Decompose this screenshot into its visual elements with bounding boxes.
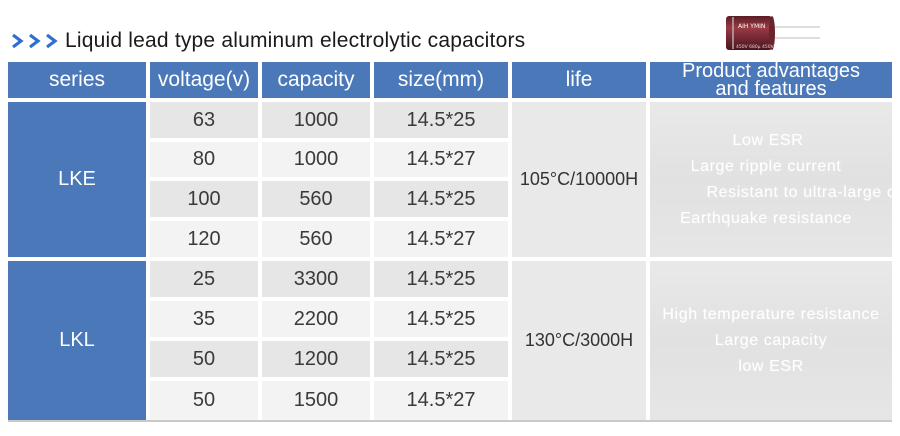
voltage-cell: 80 [150,142,258,177]
chevron-right-icon [29,33,41,49]
capacity-cell: 3300 [262,261,370,297]
page-title: Liquid lead type aluminum electrolytic c… [65,29,526,52]
size-cell: 14.5*25 [374,261,508,297]
voltage-cell: 63 [150,102,258,138]
header-life: life [512,62,646,98]
header-features: Product advantages and features [650,60,892,100]
feature-item: Earthquake resistance [680,209,852,227]
capacitor-image: AIH YMIN 450V 680μ 450V [726,16,820,50]
capacity-cell: 560 [262,181,370,217]
series-cell-lke: LKE [8,102,146,257]
capacitor-brand-label: AIH YMIN [738,23,765,30]
feature-item: Large ripple current [690,157,842,175]
spec-table: series voltage(v) capacity size(mm) life… [8,60,892,422]
table-bottom-divider [8,420,892,422]
chevron-right-icon [12,33,24,49]
life-cell-lkl: 130°C/3000H [512,261,646,420]
features-cell-lke: Low ESR Large ripple current Resistant t… [650,102,892,257]
voltage-cell: 100 [150,181,258,217]
feature-item: Resistant to ultra-large c [706,183,893,201]
header-voltage: voltage(v) [150,62,258,98]
size-cell: 14.5*25 [374,181,508,217]
voltage-cell: 25 [150,261,258,297]
capacity-cell: 1200 [262,341,370,377]
voltage-cell: 50 [150,341,258,377]
features-cell-lkl: High temperature resistance Large capaci… [650,261,892,420]
size-cell: 14.5*25 [374,102,508,138]
title-row: Liquid lead type aluminum electrolytic c… [10,26,525,56]
capacity-cell: 2200 [262,301,370,337]
capacity-cell: 560 [262,221,370,257]
chevron-right-icon [46,33,58,49]
capacity-cell: 1000 [262,142,370,177]
feature-item: High temperature resistance [662,305,880,323]
feature-item: low ESR [738,357,804,375]
voltage-cell: 50 [150,381,258,420]
capacity-cell: 1000 [262,102,370,138]
header-capacity: capacity [262,62,370,98]
size-cell: 14.5*25 [374,301,508,337]
capacitor-spec-label: 450V 680μ 450V [736,44,775,50]
feature-item: Low ESR [732,131,804,149]
header-size: size(mm) [374,62,508,98]
size-cell: 14.5*27 [374,142,508,177]
series-cell-lkl: LKL [8,261,146,420]
header-features-line1: Product advantages [682,60,860,82]
header-series: series [8,62,146,98]
title-arrows [10,33,59,49]
voltage-cell: 120 [150,221,258,257]
voltage-cell: 35 [150,301,258,337]
size-cell: 14.5*25 [374,341,508,377]
feature-item: Large capacity [714,331,828,349]
capacity-cell: 1500 [262,381,370,420]
header-features-line2: and features [715,78,827,100]
size-cell: 14.5*27 [374,381,508,420]
life-cell-lke: 105°C/10000H [512,102,646,257]
size-cell: 14.5*27 [374,221,508,257]
